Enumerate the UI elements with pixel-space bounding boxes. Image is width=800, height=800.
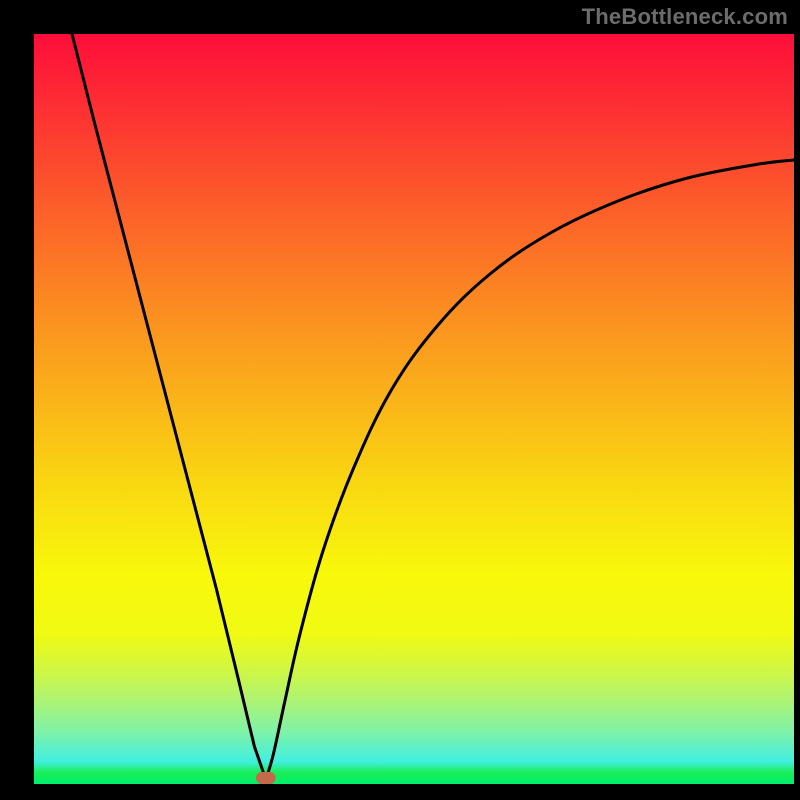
bottleneck-curve-chart xyxy=(0,0,800,800)
watermark-text: TheBottleneck.com xyxy=(582,4,788,30)
plot-area-bg xyxy=(34,34,794,784)
minimum-marker xyxy=(256,772,276,784)
chart-frame: TheBottleneck.com xyxy=(0,0,800,800)
